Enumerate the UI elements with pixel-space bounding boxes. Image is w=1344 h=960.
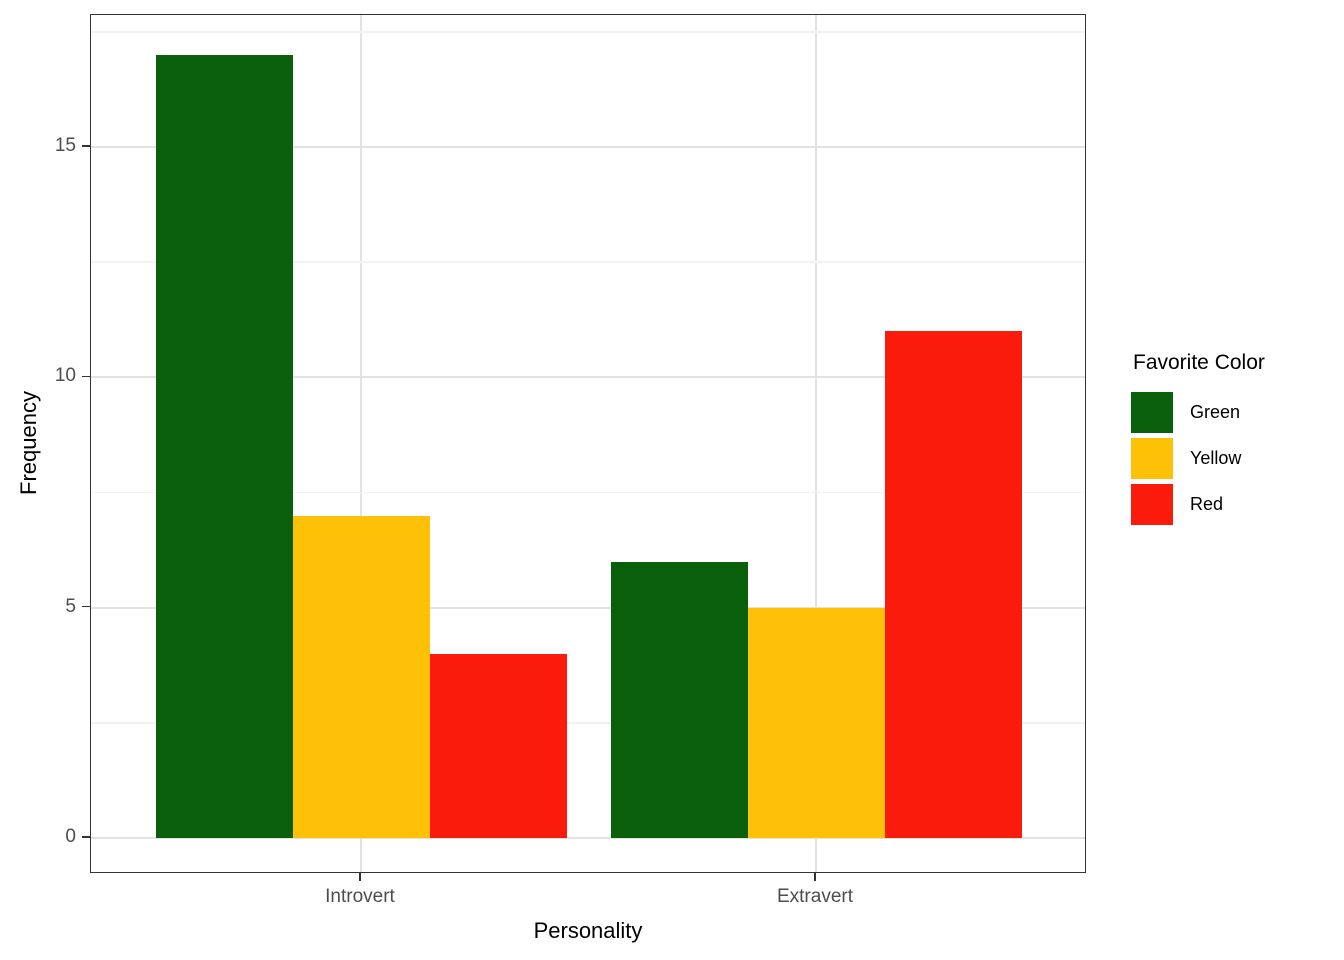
plot-panel [90,14,1086,873]
y-axis-title: Frequency [16,391,41,495]
bar-introvert-yellow [292,515,430,838]
legend-title: Favorite Color [1133,351,1265,374]
gridline-minor [91,261,1085,263]
legend-entry-red: Red [1131,484,1341,525]
legend-label: Green [1190,402,1241,422]
gridline-major [91,606,1085,609]
x-axis-tick [359,873,361,881]
x-axis-tick [814,873,816,881]
y-axis-tick [82,605,90,608]
legend-entries: Green Yellow Red [1131,392,1341,525]
legend-label: Yellow [1190,448,1242,468]
bar-extravert-green [610,561,748,838]
y-axis-tick-label: 0 [65,826,76,847]
y-axis-tick [82,836,90,838]
gridline-major [91,837,1085,839]
y-axis-tick [82,375,90,378]
y-axis-tick-label: 15 [54,134,76,156]
gridline-major [91,376,1085,379]
legend: Favorite Color Green Yellow Red [1131,350,1341,530]
gridline-minor [91,491,1085,494]
legend-entry-yellow: Yellow [1131,438,1341,479]
bar-extravert-red [884,331,1022,838]
gridline-minor [91,722,1085,724]
gridline-vertical-major [815,15,817,872]
x-axis-title: Personality [533,918,643,943]
bar-introvert-red [429,653,567,838]
legend-label: Red [1190,494,1224,514]
gridline-major [91,145,1085,148]
legend-swatch-yellow-icon [1131,438,1173,479]
legend-swatch-green-icon [1131,392,1173,433]
gridline-vertical-major [360,15,362,872]
y-axis-tick [82,145,90,147]
legend-swatch-red-icon [1131,484,1173,525]
gridline-minor [91,31,1085,33]
y-axis-tick-label: 10 [54,365,76,387]
y-axis-tick-label: 5 [65,595,76,617]
bar-extravert-yellow [747,607,885,838]
legend-entry-green: Green [1131,392,1341,433]
x-axis-tick-label: Extravert [776,886,854,907]
x-axis-tick-label: Introvert [325,886,395,907]
bar-introvert-green [155,54,293,838]
